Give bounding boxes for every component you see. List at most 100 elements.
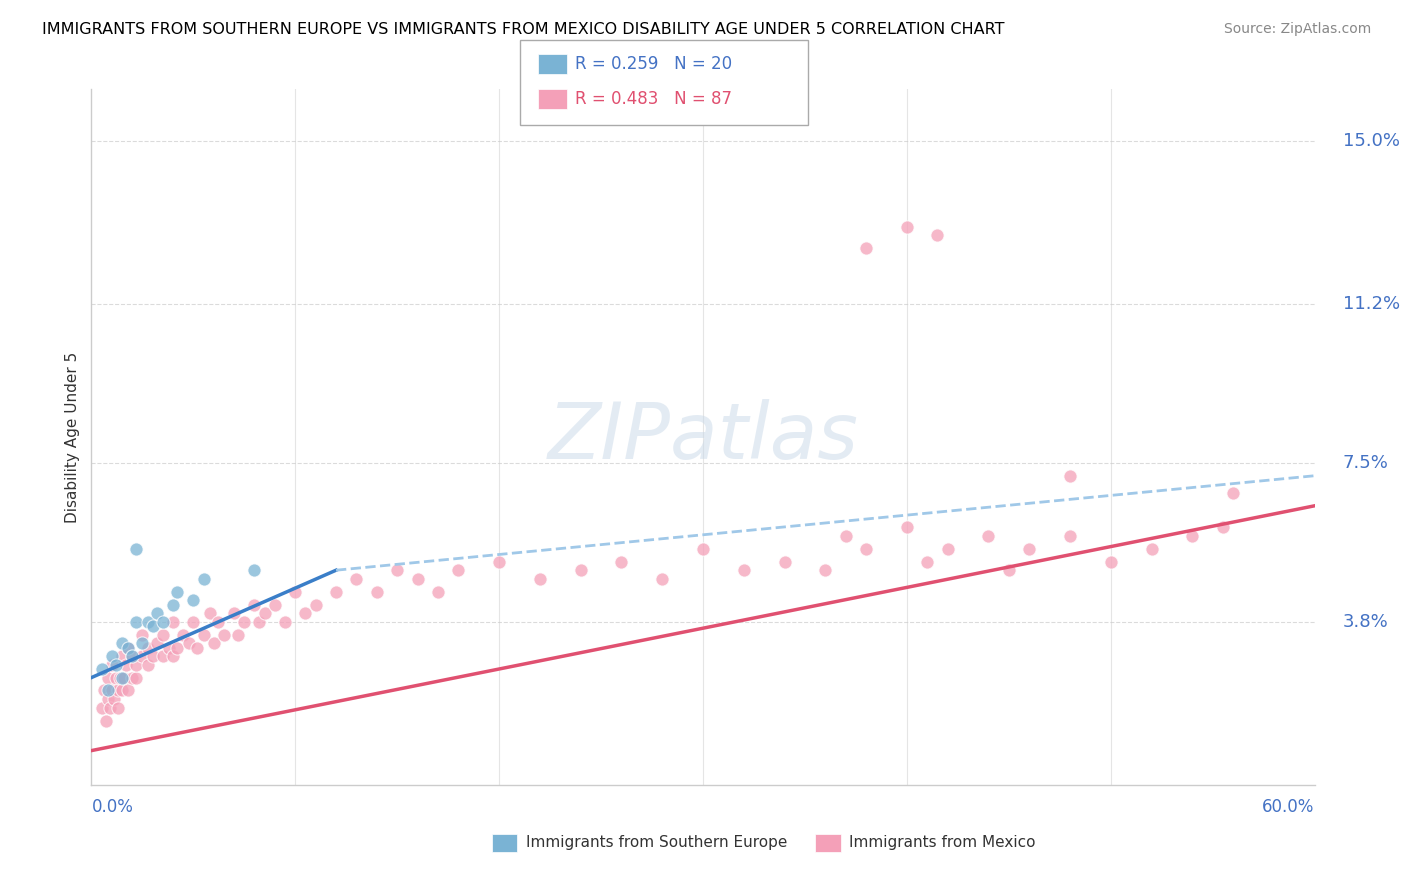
Point [835, 529, 858, 543]
Point [104, 671, 127, 685]
Text: Immigrants from Southern Europe: Immigrants from Southern Europe [526, 836, 787, 850]
Point [406, 572, 429, 586]
Point [141, 619, 163, 633]
Point [243, 563, 266, 577]
Point [346, 572, 368, 586]
Point [125, 541, 148, 556]
Point [138, 640, 160, 655]
Point [125, 615, 148, 629]
Point [193, 572, 215, 586]
Point [385, 563, 409, 577]
Point [569, 563, 592, 577]
Point [1140, 541, 1163, 556]
Text: 0.0%: 0.0% [91, 798, 134, 816]
Point [145, 636, 167, 650]
Point [90, 700, 112, 714]
Point [111, 636, 134, 650]
Point [294, 606, 316, 620]
Point [172, 627, 194, 641]
Point [193, 627, 215, 641]
Point [107, 683, 129, 698]
Point [651, 572, 673, 586]
Point [101, 649, 124, 664]
Point [183, 615, 205, 629]
Point [207, 615, 229, 629]
Point [253, 606, 276, 620]
Point [121, 649, 143, 664]
Point [304, 598, 326, 612]
Point [233, 615, 256, 629]
Point [104, 657, 127, 672]
Point [107, 700, 129, 714]
Point [138, 657, 160, 672]
Y-axis label: Disability Age Under 5: Disability Age Under 5 [65, 351, 80, 523]
Point [121, 649, 143, 664]
Point [1059, 468, 1081, 483]
Text: 60.0%: 60.0% [1263, 798, 1315, 816]
Point [855, 541, 877, 556]
Point [226, 627, 249, 641]
Point [998, 563, 1021, 577]
Point [1018, 541, 1040, 556]
Point [814, 563, 837, 577]
Point [166, 640, 188, 655]
Point [121, 671, 143, 685]
Point [447, 563, 470, 577]
Point [529, 572, 551, 586]
Point [141, 649, 163, 664]
Point [125, 671, 148, 685]
Point [152, 649, 174, 664]
Point [855, 241, 877, 255]
Point [145, 606, 167, 620]
Point [131, 627, 153, 641]
Point [1222, 486, 1244, 500]
Point [1212, 520, 1234, 534]
Point [247, 615, 270, 629]
Point [1181, 529, 1204, 543]
Point [152, 615, 174, 629]
Point [366, 584, 388, 599]
Point [112, 671, 135, 685]
Point [94, 714, 117, 728]
Text: IMMIGRANTS FROM SOUTHERN EUROPE VS IMMIGRANTS FROM MEXICO DISABILITY AGE UNDER 5: IMMIGRANTS FROM SOUTHERN EUROPE VS IMMIG… [42, 22, 1005, 37]
Point [427, 584, 450, 599]
Text: ZIPatlas: ZIPatlas [547, 399, 859, 475]
Point [111, 683, 134, 698]
Point [138, 615, 160, 629]
Point [117, 640, 139, 655]
Point [108, 671, 131, 685]
Point [117, 683, 139, 698]
Point [157, 640, 180, 655]
Point [111, 649, 134, 664]
Text: 15.0%: 15.0% [1343, 132, 1400, 150]
Point [131, 636, 153, 650]
Point [103, 692, 125, 706]
Point [936, 541, 959, 556]
Point [162, 615, 184, 629]
Point [977, 529, 1000, 543]
Point [243, 598, 266, 612]
Point [927, 228, 949, 243]
Text: 7.5%: 7.5% [1343, 454, 1389, 472]
Point [101, 683, 124, 698]
Point [183, 593, 205, 607]
Point [896, 219, 918, 234]
Point [131, 649, 153, 664]
Text: 3.8%: 3.8% [1343, 613, 1389, 631]
Point [162, 649, 184, 664]
Point [179, 636, 201, 650]
Point [125, 657, 148, 672]
Point [111, 671, 134, 685]
Point [1099, 555, 1122, 569]
Point [90, 662, 112, 676]
Point [773, 555, 796, 569]
Point [98, 700, 121, 714]
Point [152, 627, 174, 641]
Text: Source: ZipAtlas.com: Source: ZipAtlas.com [1223, 22, 1371, 37]
Point [117, 640, 139, 655]
Text: 11.2%: 11.2% [1343, 295, 1400, 313]
Text: R = 0.259   N = 20: R = 0.259 N = 20 [575, 55, 733, 73]
Point [1059, 529, 1081, 543]
Point [166, 584, 188, 599]
Point [610, 555, 633, 569]
